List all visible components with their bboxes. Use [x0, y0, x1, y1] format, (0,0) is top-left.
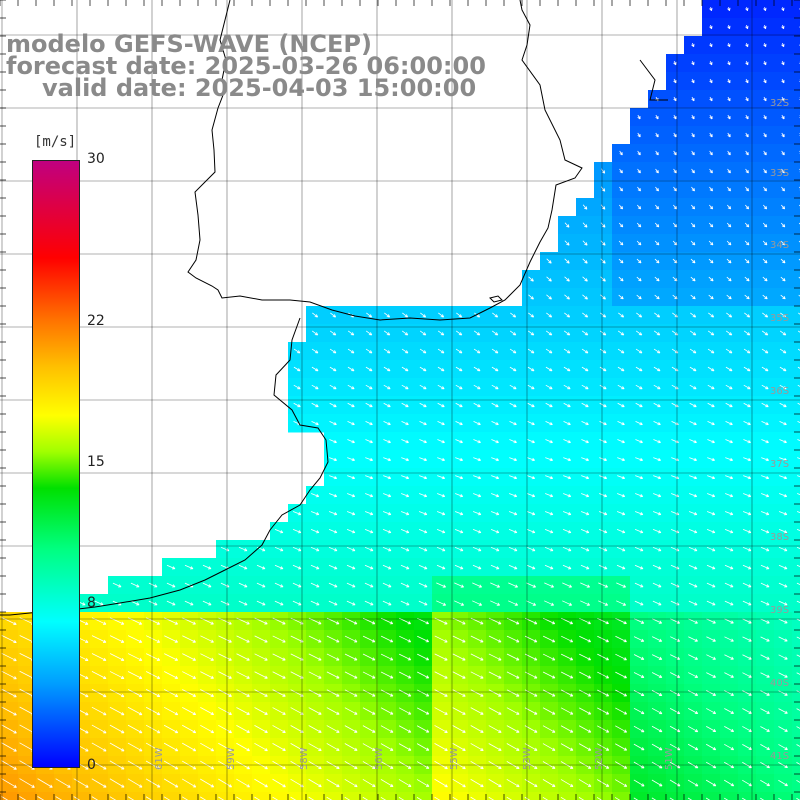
colorbar-tick-label: 15	[87, 454, 105, 470]
longitude-label: 58W	[299, 747, 310, 770]
longitude-label: 55W	[449, 747, 460, 770]
latitude-label: 40S	[770, 678, 790, 689]
island-outline	[489, 295, 503, 303]
colorbar-unit: [m/s]	[34, 134, 77, 150]
colorbar-tick-label: 30	[87, 151, 105, 167]
longitude-label: 51W	[664, 747, 675, 770]
wind-direction-arrows	[1, 7, 800, 800]
lagoon-outline	[639, 59, 668, 101]
colorbar-tick-label: 0	[87, 757, 96, 773]
latitude-label: 34S	[770, 240, 790, 251]
forecast-date: forecast date: 2025-03-26 06:00:00	[6, 52, 486, 80]
valid-date: valid date: 2025-04-03 15:00:00	[42, 74, 477, 102]
colorbar	[32, 160, 80, 768]
latitude-label: 36S	[770, 386, 790, 397]
latitude-label: 35S	[770, 313, 790, 324]
latitude-label: 33S	[770, 168, 790, 179]
longitude-label: 56W	[374, 747, 385, 770]
latitude-label: 38S	[770, 532, 790, 543]
colorbar-tick-label: 22	[87, 312, 105, 329]
longitude-label: 59W	[226, 747, 237, 770]
latitude-label: 41S	[770, 751, 790, 762]
longitude-label: 53W	[522, 747, 533, 770]
colorbar-tick-label: 8	[87, 595, 96, 612]
latitude-label: 37S	[770, 459, 790, 470]
model-title: modelo GEFS-WAVE (NCEP)	[6, 30, 372, 58]
coastline-south	[0, 317, 329, 616]
latitude-label: 32S	[770, 98, 790, 109]
latitude-label: 39S	[770, 605, 790, 616]
longitude-label: 61W	[154, 747, 165, 770]
coastline	[187, 0, 583, 321]
longitude-label: 52W	[594, 747, 605, 770]
